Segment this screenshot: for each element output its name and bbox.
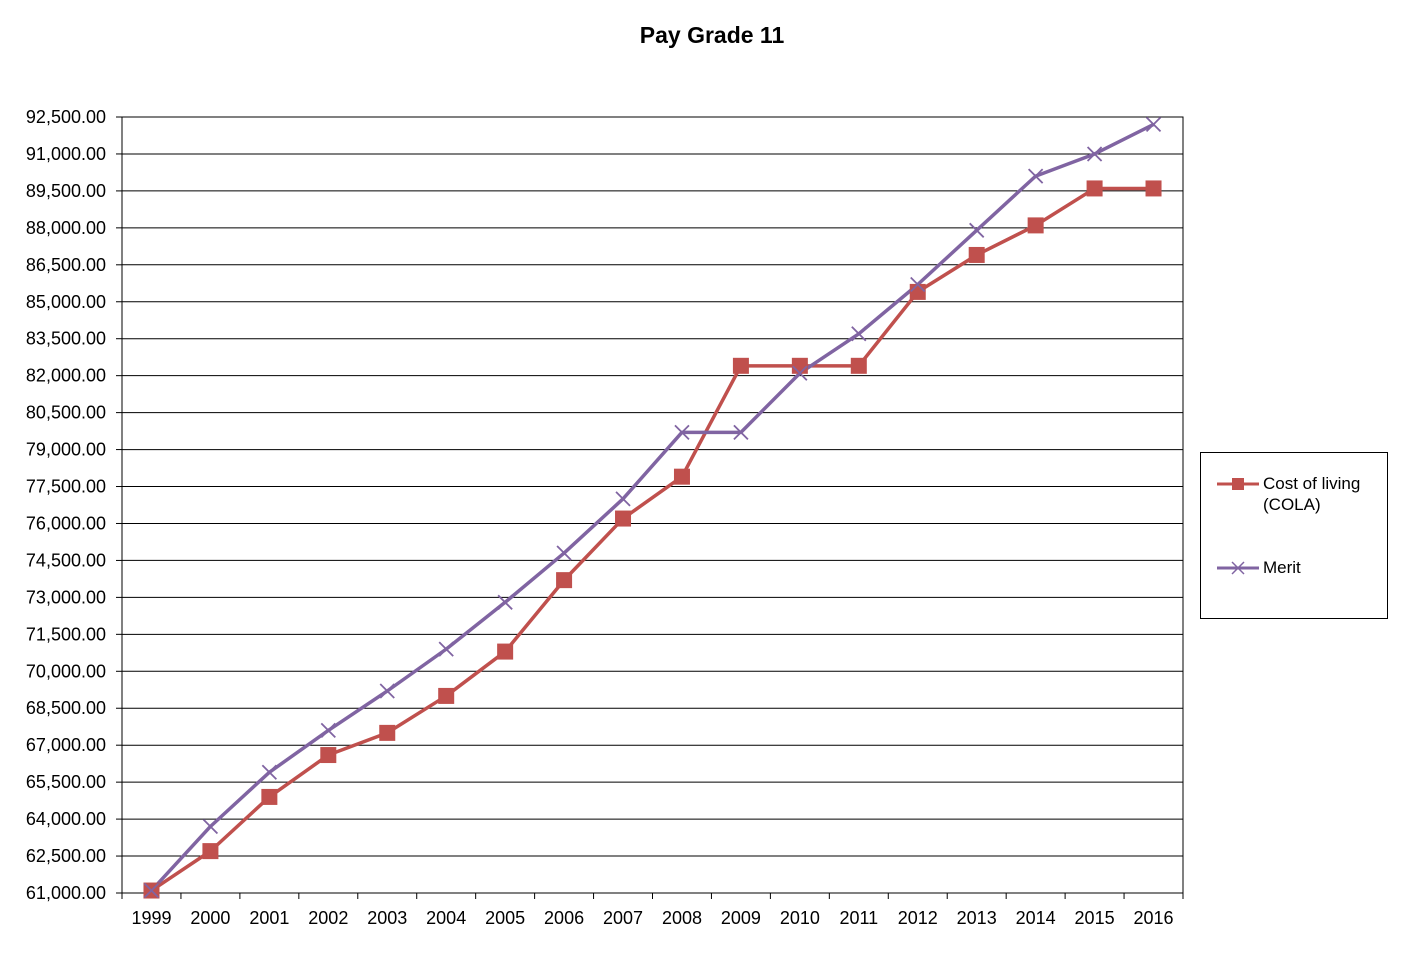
gridlines <box>122 116 1183 857</box>
data-point-merit <box>615 491 631 507</box>
y-tick-label: 71,500.00 <box>26 624 106 644</box>
x-tick-label: 2015 <box>1075 908 1115 928</box>
data-point-merit <box>910 276 926 293</box>
data-point-merit <box>1028 168 1044 184</box>
data-point-cola <box>673 468 690 485</box>
x-tick-label: 2011 <box>839 908 878 928</box>
data-point-merit <box>969 222 985 238</box>
legend-label-merit: Merit <box>1263 558 1301 577</box>
data-point-merit <box>851 326 867 342</box>
y-tick-label: 89,500.00 <box>26 181 106 201</box>
legend-label-cola: Cost of living (COLA) <box>1263 474 1361 514</box>
data-point-merit <box>1145 116 1162 133</box>
y-tick-label: 86,500.00 <box>26 255 106 275</box>
x-tick-label: 2014 <box>1016 908 1056 928</box>
y-tick-label: 83,500.00 <box>26 329 106 349</box>
data-point-cola <box>202 843 219 860</box>
y-tick-label: 74,500.00 <box>26 550 106 570</box>
x-tick-label: 2012 <box>898 908 938 928</box>
y-tick-label: 77,500.00 <box>26 477 106 497</box>
data-point-cola <box>909 283 926 300</box>
y-tick-label: 76,000.00 <box>26 513 106 533</box>
data-point-cola <box>320 747 337 764</box>
x-tick-label: 2010 <box>780 908 820 928</box>
y-tick-label: 73,000.00 <box>26 587 106 607</box>
y-tick-label: 61,000.00 <box>26 883 106 903</box>
x-tick-label: 2008 <box>662 908 702 928</box>
legend: Cost of living (COLA) Merit <box>1200 452 1388 619</box>
y-tick-label: 88,000.00 <box>26 218 106 238</box>
y-tick-label: 92,500.00 <box>26 107 106 127</box>
data-point-cola <box>1086 180 1103 197</box>
y-tick-label: 91,000.00 <box>26 144 106 164</box>
data-point-cola <box>615 510 632 527</box>
legend-swatch-merit <box>1217 561 1259 575</box>
series-lines <box>150 122 1155 892</box>
data-point-cola <box>261 788 278 805</box>
y-tick-label: 67,000.00 <box>26 735 106 755</box>
data-point-cola <box>732 357 749 374</box>
y-tick-label: 82,000.00 <box>26 366 106 386</box>
data-point-merit <box>379 683 395 699</box>
y-tick-label: 62,500.00 <box>26 846 106 866</box>
data-point-cola <box>791 357 808 374</box>
data-point-merit <box>320 722 336 739</box>
data-point-merit <box>202 818 219 835</box>
y-tick-label: 79,000.00 <box>26 440 106 460</box>
x-tick-label: 2006 <box>544 908 584 928</box>
y-tick-label: 68,500.00 <box>26 698 106 718</box>
x-tick-labels: 1999 2000 2001 2002 2003 2004 2005 2006 2007 2008… <box>131 908 1173 928</box>
chart-title: Pay Grade 11 <box>639 22 785 48</box>
data-point-cola <box>1027 217 1044 234</box>
x-tick-label: 2013 <box>957 908 997 928</box>
y-tick-label: 70,000.00 <box>26 661 106 681</box>
x-tick-label: 2004 <box>426 908 466 928</box>
x-tick-label: 2009 <box>721 908 761 928</box>
data-point-merit <box>792 365 808 381</box>
data-point-merit <box>497 594 513 610</box>
data-point-cola <box>438 687 455 704</box>
data-point-merit <box>143 882 160 899</box>
y-tick-label: 85,000.00 <box>26 292 106 312</box>
y-tick-labels: 61,000.00 62,500.00 64,000.00 65,500.00 67,0… <box>26 107 106 903</box>
data-point-cola <box>968 246 985 263</box>
x-tick-label: 2005 <box>485 908 525 928</box>
y-tick-label: 80,500.00 <box>26 403 106 423</box>
x-tick-label: 2002 <box>308 908 348 928</box>
x-tick-label: 2007 <box>603 908 643 928</box>
data-point-cola <box>1145 180 1162 197</box>
legend-entry-cola: Cost of living (COLA) <box>1215 473 1381 515</box>
plot-frame <box>121 116 1184 894</box>
x-tick-label: 2000 <box>190 908 230 928</box>
data-point-merit <box>438 641 454 657</box>
data-point-merit <box>1086 146 1103 162</box>
x-tick-label: 2001 <box>249 908 289 928</box>
data-point-cola <box>497 643 514 660</box>
data-point-cola <box>379 724 396 741</box>
series-line-cola <box>150 186 1154 892</box>
data-point-merit <box>556 545 572 561</box>
x-tick-label: 2016 <box>1134 908 1174 928</box>
legend-entry-merit: Merit <box>1215 557 1381 579</box>
x-tick-label: 2003 <box>367 908 407 928</box>
y-tick-label: 65,500.00 <box>26 772 106 792</box>
x-tick-label: 1999 <box>131 908 171 928</box>
series-markers <box>143 116 1162 899</box>
legend-swatch-cola <box>1217 478 1259 490</box>
data-point-merit <box>674 424 690 440</box>
data-point-merit <box>261 764 277 780</box>
series-line-merit <box>150 122 1155 892</box>
data-point-cola <box>850 357 867 374</box>
data-point-merit <box>733 424 749 440</box>
axes <box>116 116 1184 899</box>
data-point-cola <box>556 572 573 589</box>
y-tick-label: 64,000.00 <box>26 809 106 829</box>
